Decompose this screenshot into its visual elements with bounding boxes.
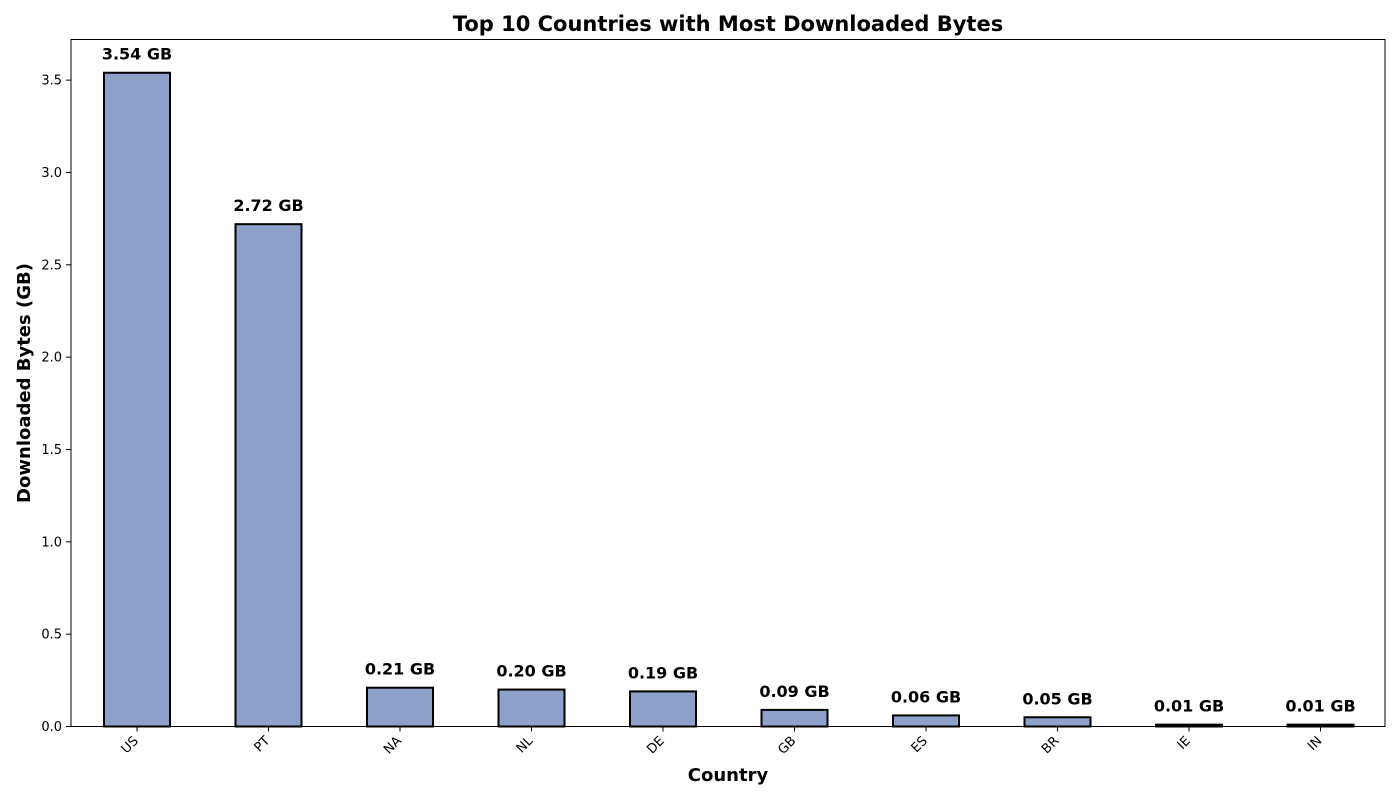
y-tick-label: 0.0 bbox=[41, 720, 62, 735]
x-tick-label: PT bbox=[252, 734, 274, 756]
x-tick-label: DE bbox=[644, 734, 668, 758]
data-label: 0.05 GB bbox=[1022, 689, 1092, 708]
y-tick-label: 3.0 bbox=[41, 166, 62, 181]
y-tick-label: 3.5 bbox=[41, 74, 62, 89]
bar-na bbox=[366, 686, 434, 728]
x-tick-label: BR bbox=[1039, 734, 1062, 757]
data-label: 0.09 GB bbox=[759, 682, 829, 701]
data-label: 3.54 GB bbox=[102, 45, 172, 64]
data-label: 0.21 GB bbox=[365, 660, 435, 679]
chart-title: Top 10 Countries with Most Downloaded By… bbox=[453, 12, 1003, 36]
bar-pt bbox=[234, 223, 303, 728]
x-tick-label: US bbox=[119, 734, 142, 757]
data-label: 2.72 GB bbox=[233, 196, 303, 215]
x-axis-label: Country bbox=[688, 765, 769, 786]
x-tick-label: NA bbox=[381, 734, 405, 758]
data-label: 0.01 GB bbox=[1154, 697, 1224, 716]
bar-us bbox=[103, 71, 171, 728]
data-label: 0.19 GB bbox=[628, 663, 698, 682]
x-tick-label: IE bbox=[1175, 734, 1194, 753]
data-label: 0.06 GB bbox=[891, 687, 961, 706]
y-tick-label: 0.5 bbox=[41, 628, 62, 643]
x-tick-label: NL bbox=[514, 733, 537, 756]
y-tick-label: 2.5 bbox=[41, 258, 62, 273]
bar-nl bbox=[497, 688, 566, 728]
y-tick-label: 1.0 bbox=[41, 535, 62, 550]
x-tick-label: GB bbox=[775, 734, 799, 758]
x-tick-label: ES bbox=[909, 734, 931, 756]
plot-frame bbox=[70, 39, 1386, 727]
y-axis-label: Downloaded Bytes (GB) bbox=[14, 263, 35, 503]
bar-gb bbox=[760, 708, 829, 728]
data-label: 0.01 GB bbox=[1285, 697, 1355, 716]
data-label: 0.20 GB bbox=[496, 662, 566, 681]
bar-br bbox=[1023, 716, 1092, 728]
bar-de bbox=[629, 690, 697, 728]
x-tick-label: IN bbox=[1305, 734, 1325, 754]
y-tick-label: 2.0 bbox=[41, 351, 62, 366]
y-tick-label: 1.5 bbox=[41, 443, 62, 458]
bar-es bbox=[892, 714, 960, 728]
